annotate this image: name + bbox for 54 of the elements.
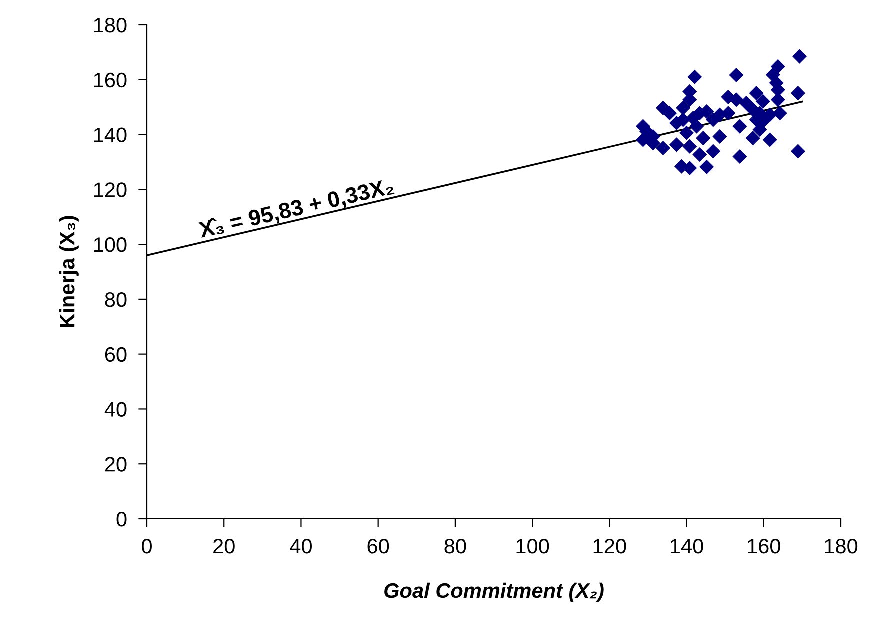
point	[706, 144, 721, 159]
point	[729, 92, 744, 108]
x-tick-label: 0	[142, 538, 152, 554]
y-tick-label: 60	[105, 347, 127, 362]
point	[682, 139, 698, 154]
x-tick-label: 40	[290, 538, 312, 554]
point	[669, 138, 684, 152]
point	[676, 112, 691, 128]
point	[790, 86, 806, 101]
point	[662, 106, 678, 121]
point	[732, 149, 748, 164]
point	[762, 132, 778, 148]
point	[700, 160, 714, 174]
point	[656, 140, 671, 156]
point	[749, 86, 764, 101]
y-tick-label: 40	[104, 402, 127, 417]
x-tick-label: 100	[516, 538, 550, 554]
point	[770, 59, 786, 74]
y-tick-label: 140	[94, 128, 127, 143]
point	[746, 131, 760, 146]
y-axis-title: Kinerja (X₃)	[59, 216, 79, 328]
point	[721, 106, 736, 121]
point	[732, 119, 748, 134]
y-tick-label: 180	[94, 18, 127, 33]
point	[792, 49, 808, 64]
point	[706, 112, 721, 128]
point	[692, 148, 708, 162]
point	[686, 111, 701, 126]
point	[790, 144, 806, 159]
annotation: X̂₃ = 95,83 + 0,33X₂	[198, 177, 396, 242]
point	[688, 70, 702, 84]
x-axis-title: Goal Commitment (X₂)	[384, 582, 604, 602]
x-tick-label: 80	[444, 538, 466, 554]
y-tick-label: 100	[94, 238, 127, 252]
point	[679, 126, 694, 140]
x-tick-label: 160	[748, 538, 780, 554]
x-tick-label: 120	[594, 538, 626, 554]
point	[676, 100, 691, 116]
x-tick-label: 140	[670, 538, 704, 554]
y-tick-label: 120	[94, 182, 127, 198]
x-tick-label: 20	[214, 538, 235, 554]
y-tick-label: 160	[94, 72, 127, 88]
point	[696, 131, 711, 146]
y-tick-label: 80	[105, 292, 127, 308]
x-tick-label: 180	[825, 538, 858, 554]
point	[772, 106, 788, 121]
point	[636, 132, 650, 148]
point	[756, 94, 770, 109]
point	[712, 129, 728, 144]
x-tick-label: 60	[368, 538, 390, 554]
y-tick-label: 0	[116, 512, 127, 527]
y-tick-label: 20	[105, 457, 127, 472]
point	[729, 68, 744, 83]
point	[739, 96, 754, 110]
